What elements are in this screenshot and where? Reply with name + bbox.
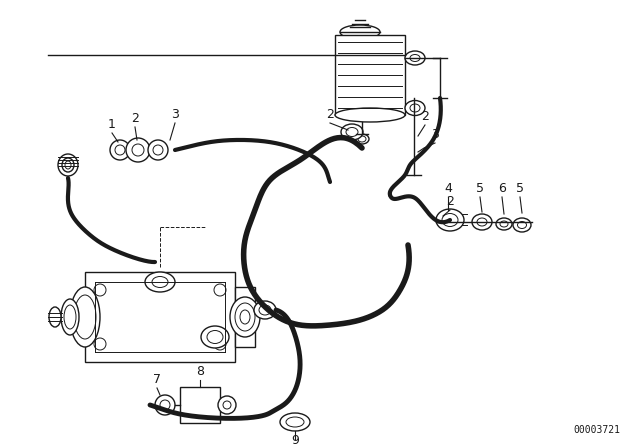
Bar xyxy=(85,272,235,362)
Text: 4: 4 xyxy=(444,182,452,195)
Ellipse shape xyxy=(442,214,458,227)
Text: 7: 7 xyxy=(153,373,161,386)
Ellipse shape xyxy=(341,124,363,140)
Ellipse shape xyxy=(65,161,71,169)
Ellipse shape xyxy=(286,417,304,427)
Circle shape xyxy=(110,140,130,160)
Bar xyxy=(235,287,255,347)
Circle shape xyxy=(214,338,226,350)
Circle shape xyxy=(126,138,150,162)
Text: 5: 5 xyxy=(476,182,484,195)
Circle shape xyxy=(223,401,231,409)
Ellipse shape xyxy=(346,128,358,137)
Circle shape xyxy=(148,140,168,160)
Ellipse shape xyxy=(254,301,276,319)
Text: 2: 2 xyxy=(446,195,454,208)
Text: 6: 6 xyxy=(498,182,506,195)
Ellipse shape xyxy=(355,134,369,144)
Circle shape xyxy=(160,400,170,410)
Circle shape xyxy=(94,338,106,350)
Ellipse shape xyxy=(410,104,420,112)
Text: 3: 3 xyxy=(171,108,179,121)
Circle shape xyxy=(132,144,144,156)
Bar xyxy=(335,35,405,115)
Circle shape xyxy=(218,396,236,414)
Text: 00003721: 00003721 xyxy=(573,425,620,435)
Ellipse shape xyxy=(240,310,250,324)
Ellipse shape xyxy=(500,221,508,227)
Circle shape xyxy=(94,284,106,296)
Ellipse shape xyxy=(70,287,100,347)
Ellipse shape xyxy=(61,299,79,335)
Text: 2: 2 xyxy=(326,108,334,121)
Ellipse shape xyxy=(472,214,492,230)
Ellipse shape xyxy=(207,331,223,344)
Text: 2: 2 xyxy=(421,110,429,123)
Bar xyxy=(180,387,220,423)
Ellipse shape xyxy=(436,209,464,231)
Text: 8: 8 xyxy=(196,365,204,378)
Circle shape xyxy=(153,145,163,155)
Ellipse shape xyxy=(405,100,425,116)
Ellipse shape xyxy=(496,218,512,230)
Ellipse shape xyxy=(358,136,366,142)
Text: 2: 2 xyxy=(131,112,139,125)
Ellipse shape xyxy=(280,413,310,431)
Ellipse shape xyxy=(145,272,175,292)
Ellipse shape xyxy=(405,51,425,65)
Ellipse shape xyxy=(64,305,76,329)
Text: 1: 1 xyxy=(108,118,116,131)
Ellipse shape xyxy=(230,297,260,337)
Ellipse shape xyxy=(74,295,96,339)
Circle shape xyxy=(155,395,175,415)
Circle shape xyxy=(214,284,226,296)
Text: 5: 5 xyxy=(516,182,524,195)
Ellipse shape xyxy=(62,158,74,172)
Ellipse shape xyxy=(235,303,255,331)
Ellipse shape xyxy=(259,305,271,315)
Ellipse shape xyxy=(335,108,405,122)
Ellipse shape xyxy=(152,276,168,288)
Ellipse shape xyxy=(49,307,61,327)
Text: 9: 9 xyxy=(291,434,299,447)
Ellipse shape xyxy=(410,55,420,61)
Ellipse shape xyxy=(513,218,531,232)
Ellipse shape xyxy=(58,154,78,176)
Ellipse shape xyxy=(340,25,380,39)
Ellipse shape xyxy=(477,218,487,226)
Text: 3: 3 xyxy=(431,128,439,141)
Ellipse shape xyxy=(518,221,527,228)
Circle shape xyxy=(115,145,125,155)
Ellipse shape xyxy=(201,326,229,348)
